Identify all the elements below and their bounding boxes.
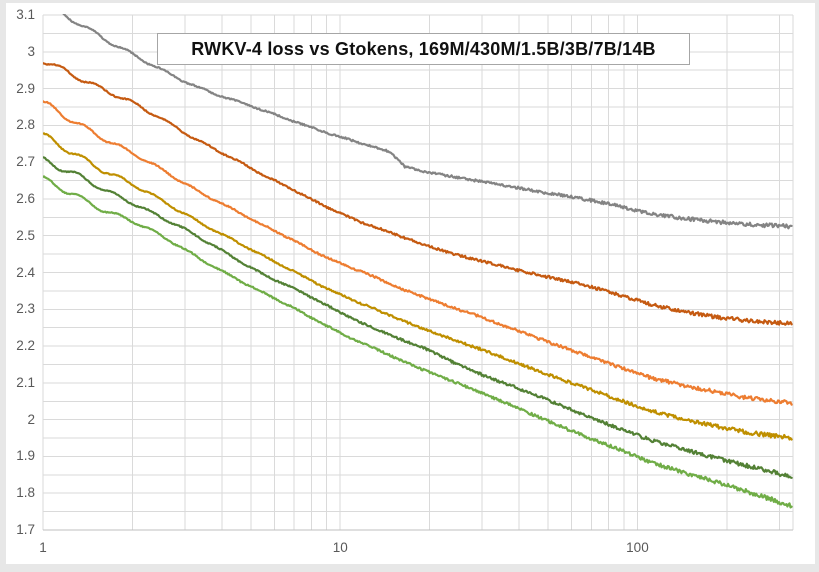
y-axis-tick-label: 2.7 [16, 154, 35, 170]
y-axis-tick-label: 2.3 [16, 301, 35, 317]
series-line-430M[interactable] [43, 62, 793, 326]
chart-title: RWKV-4 loss vs Gtokens, 169M/430M/1.5B/3… [191, 38, 656, 59]
y-axis-tick-label: 3 [27, 43, 35, 59]
y-axis-tick-label: 2 [27, 411, 35, 427]
y-axis-tick-label: 1.7 [16, 522, 35, 537]
x-axis-tick-label: 100 [626, 540, 649, 555]
y-axis-tick-label: 1.9 [16, 448, 35, 464]
series-line-169M[interactable] [43, 6, 793, 230]
y-axis-tick-label: 2.1 [16, 374, 35, 390]
gridlines [42, 14, 794, 530]
y-axis-tick-label: 2.9 [16, 80, 35, 96]
y-axis-tick-label: 2.8 [16, 117, 35, 133]
y-axis-tick-label: 2.4 [16, 264, 35, 280]
series-lines [43, 6, 793, 509]
y-axis-tick-label: 3.1 [16, 7, 35, 22]
x-axis-tick-label: 1 [39, 540, 47, 555]
x-axis-tick-label: 10 [332, 540, 348, 555]
series-line-7B[interactable] [43, 156, 793, 479]
chart-title-box[interactable]: RWKV-4 loss vs Gtokens, 169M/430M/1.5B/3… [157, 33, 690, 65]
y-axis-tick-label: 2.6 [16, 190, 35, 206]
y-axis-tick-label: 2.5 [16, 227, 35, 243]
series-line-1.5B[interactable] [43, 100, 793, 406]
y-axis-tick-label: 2.2 [16, 338, 35, 354]
series-line-3B[interactable] [43, 132, 793, 441]
series-line-14B[interactable] [43, 175, 793, 509]
y-axis-tick-label: 1.8 [16, 485, 35, 501]
